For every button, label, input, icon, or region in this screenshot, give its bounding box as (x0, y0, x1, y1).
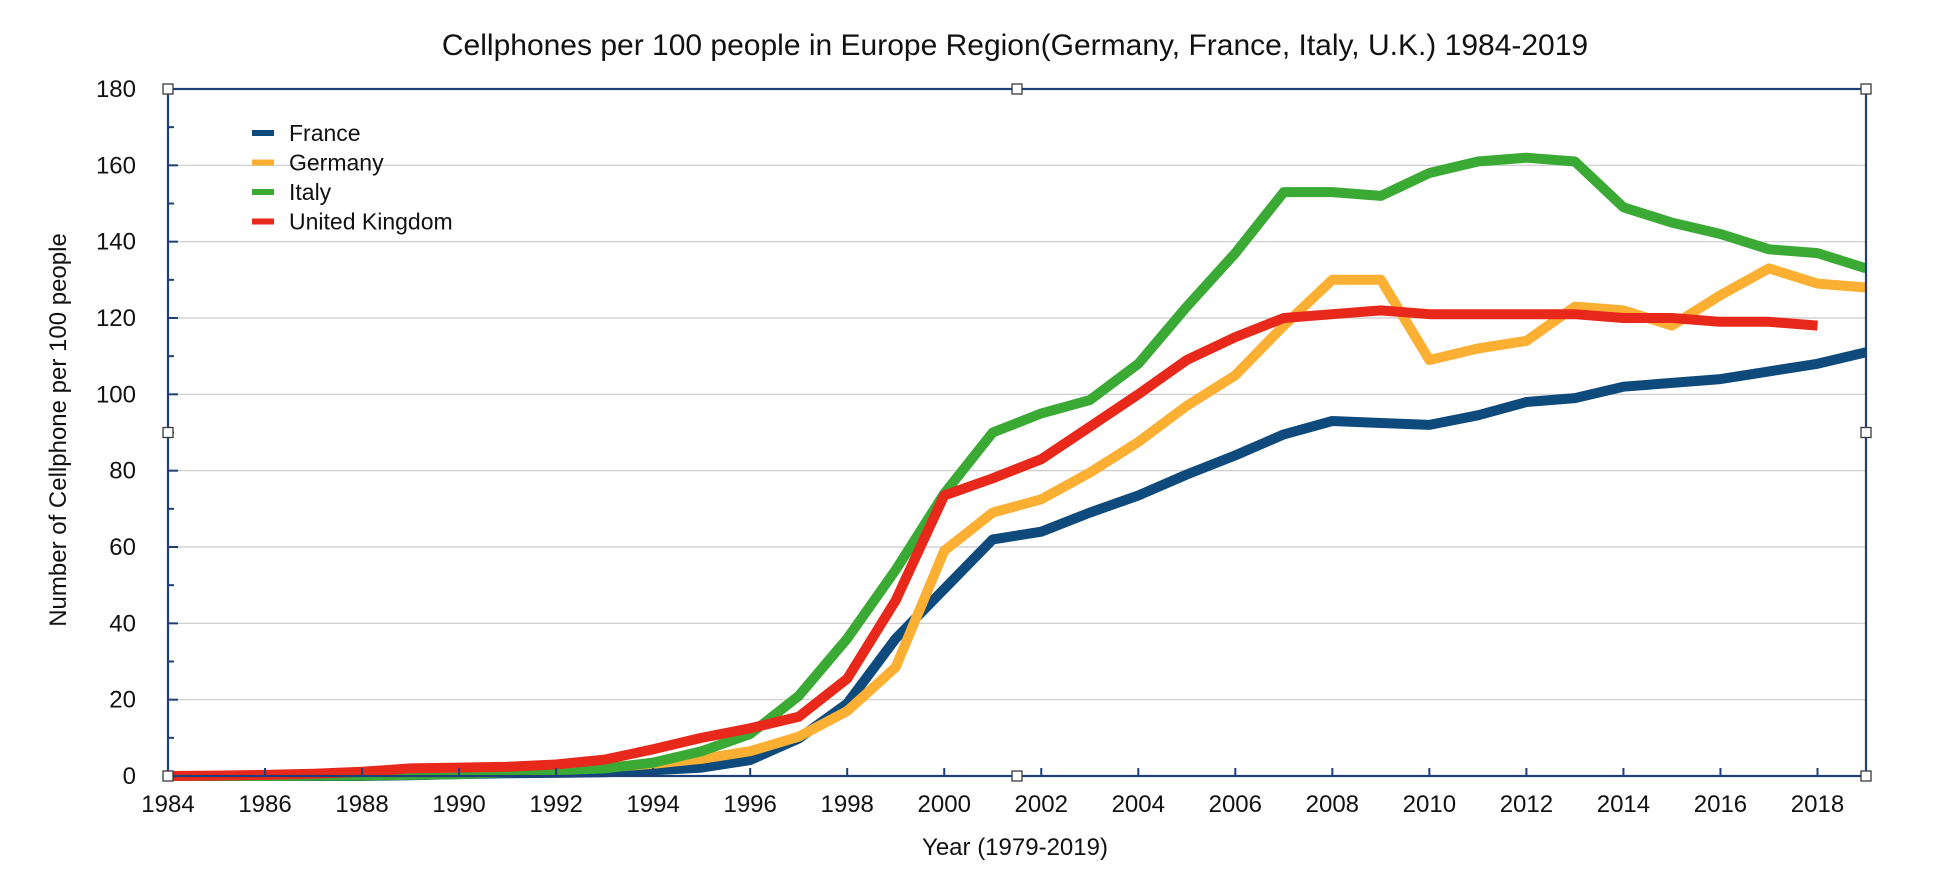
selection-handles[interactable] (162, 83, 1872, 782)
resize-handle[interactable] (1860, 770, 1872, 782)
x-axis-label: Year (1979-2019) (922, 834, 1108, 861)
resize-handle[interactable] (1011, 83, 1023, 95)
x-tick-label: 1984 (141, 791, 194, 818)
x-tick-label: 2008 (1306, 791, 1359, 818)
y-tick-label: 0 (123, 763, 136, 790)
x-axis-tick-labels: 1984 1986 1988 1990 1992 1994 1996 1998 2000 2002… (141, 791, 1844, 818)
x-tick-label: 2018 (1791, 791, 1844, 818)
y-tick-label: 80 (109, 458, 136, 485)
x-tick-label: 2014 (1597, 791, 1650, 818)
x-tick-label: 1988 (335, 791, 388, 818)
resize-handle[interactable] (162, 83, 174, 95)
resize-handle[interactable] (162, 770, 174, 782)
legend-label-germany: Germany (289, 150, 384, 176)
series-lines (167, 152, 1868, 781)
y-tick-label: 120 (96, 305, 136, 332)
legend: France Germany Italy United Kingdom (252, 120, 453, 235)
y-tick-label: 60 (109, 534, 136, 561)
y-tick-label: 160 (96, 152, 136, 179)
series-line-france (168, 347, 1868, 781)
gridlines (168, 164, 1866, 701)
y-axis-label: Number of Cellphone per 100 people (45, 233, 72, 627)
y-tick-label: 100 (96, 381, 136, 408)
x-tick-label: 1990 (432, 791, 485, 818)
x-tick-label: 1994 (626, 791, 679, 818)
x-tick-label: 2000 (918, 791, 971, 818)
series-line-united-kingdom (167, 305, 1818, 781)
x-tick-label: 2010 (1403, 791, 1456, 818)
x-tick-label: 1998 (821, 791, 874, 818)
x-tick-label: 2006 (1209, 791, 1262, 818)
y-tick-label: 140 (96, 229, 136, 256)
legend-label-italy: Italy (289, 179, 332, 205)
chart-title: Cellphones per 100 people in Europe Regi… (442, 29, 1588, 62)
resize-handle[interactable] (1860, 426, 1872, 439)
legend-label-france: France (289, 120, 361, 146)
x-tick-label: 1986 (238, 791, 291, 818)
resize-handle[interactable] (1011, 770, 1023, 782)
x-tick-label: 2016 (1694, 791, 1747, 818)
x-tick-label: 1996 (723, 791, 776, 818)
resize-handle[interactable] (1860, 83, 1872, 95)
y-tick-label: 40 (109, 610, 136, 637)
resize-handle[interactable] (162, 426, 174, 439)
series-line-italy (168, 152, 1868, 781)
y-tick-label: 20 (109, 687, 136, 714)
y-tick-label: 180 (96, 76, 136, 103)
x-tick-label: 2002 (1015, 791, 1068, 818)
y-axis-tick-labels: 0 20 40 60 80 100 120 140 160 180 (96, 76, 136, 790)
x-tick-label: 2012 (1500, 791, 1553, 818)
x-tick-label: 2004 (1112, 791, 1165, 818)
x-tick-label: 1992 (529, 791, 582, 818)
legend-label-united-kingdom: United Kingdom (289, 209, 453, 235)
